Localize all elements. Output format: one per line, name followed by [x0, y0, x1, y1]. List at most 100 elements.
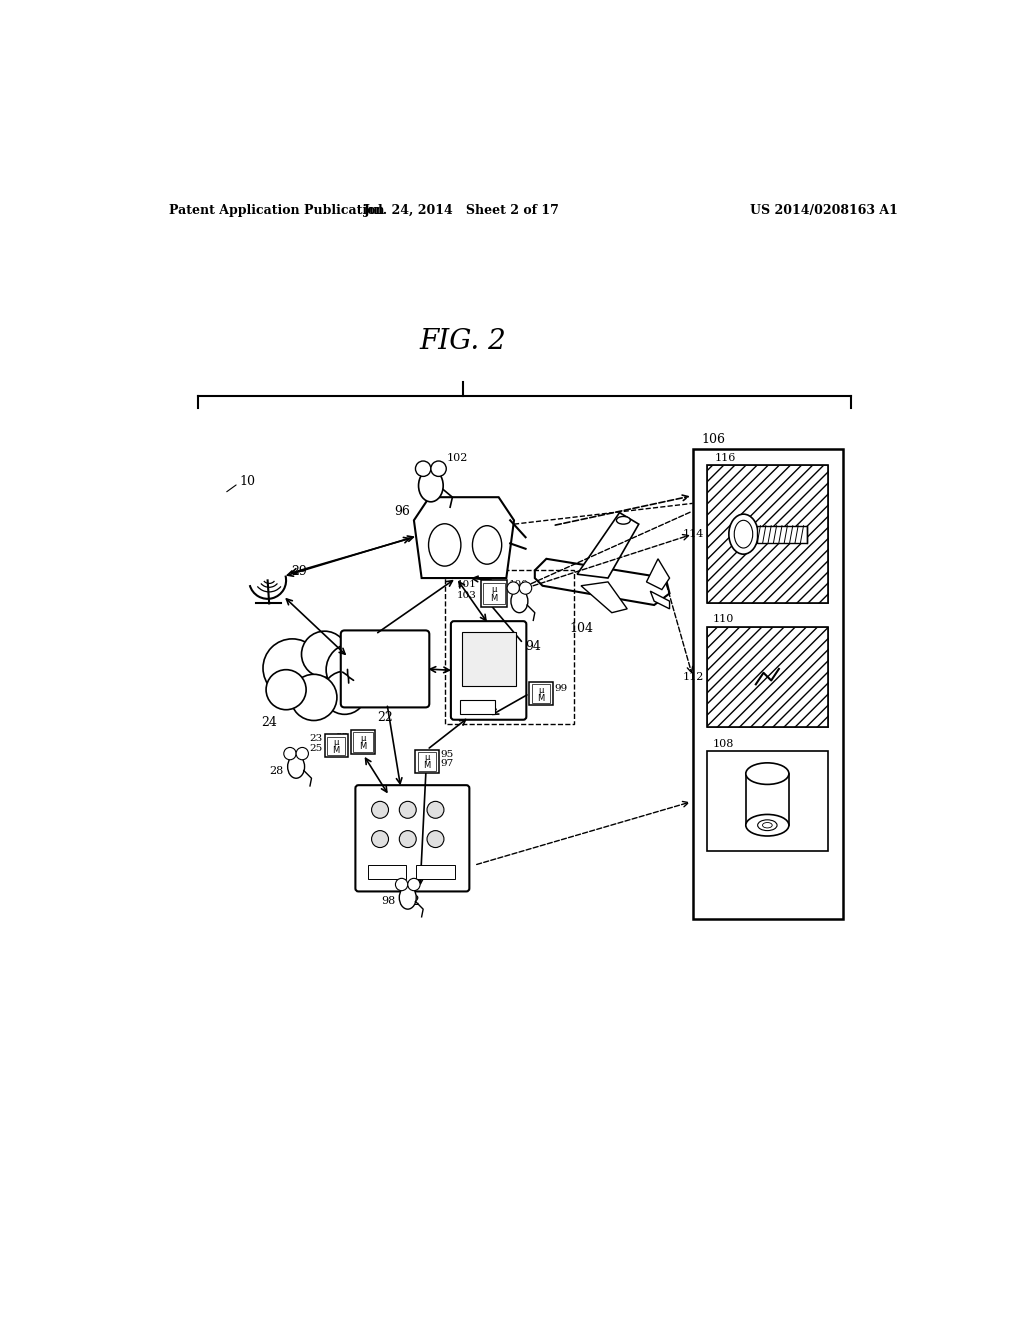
Ellipse shape [616, 516, 631, 524]
Ellipse shape [429, 524, 461, 566]
Polygon shape [535, 558, 670, 605]
Text: 103: 103 [457, 591, 476, 601]
Bar [325, 734, 348, 758]
Text: FIG. 2: FIG. 2 [420, 329, 507, 355]
Text: 112: 112 [683, 672, 705, 681]
Circle shape [427, 830, 444, 847]
Circle shape [519, 582, 531, 594]
Circle shape [399, 830, 416, 847]
Text: M: M [538, 694, 545, 702]
Text: 106: 106 [701, 433, 726, 446]
Circle shape [372, 830, 388, 847]
Ellipse shape [399, 886, 416, 909]
Ellipse shape [511, 590, 528, 612]
Text: 96: 96 [394, 506, 410, 517]
Text: 23: 23 [309, 734, 323, 743]
Text: M: M [333, 746, 340, 755]
Circle shape [301, 631, 348, 677]
Text: μ: μ [424, 754, 430, 763]
Text: 92: 92 [404, 895, 420, 908]
Bar [418, 752, 436, 771]
Text: 94: 94 [525, 640, 542, 652]
Bar [529, 682, 553, 705]
Ellipse shape [729, 515, 758, 554]
FancyBboxPatch shape [341, 631, 429, 708]
Text: 28: 28 [269, 766, 284, 776]
Ellipse shape [734, 520, 753, 548]
Bar [416, 866, 455, 879]
Bar [745, 774, 788, 825]
Polygon shape [650, 591, 670, 609]
Text: μ: μ [492, 585, 497, 594]
Bar [460, 700, 495, 714]
Text: 108: 108 [713, 739, 734, 748]
Text: 10: 10 [240, 475, 256, 488]
Circle shape [291, 675, 337, 721]
Text: Patent Application Publication: Patent Application Publication [169, 205, 385, 218]
Ellipse shape [745, 763, 788, 784]
Bar [707, 627, 828, 726]
Ellipse shape [763, 822, 772, 828]
Circle shape [399, 801, 416, 818]
Circle shape [263, 639, 322, 697]
Text: 29: 29 [291, 565, 306, 578]
Text: 102: 102 [446, 453, 468, 462]
Circle shape [416, 461, 431, 477]
Circle shape [427, 801, 444, 818]
Bar [707, 465, 828, 603]
Bar [707, 465, 828, 603]
Bar [353, 733, 373, 752]
Text: 93: 93 [335, 733, 348, 742]
Circle shape [266, 669, 306, 710]
Circle shape [395, 878, 408, 891]
Circle shape [323, 671, 367, 714]
Bar [531, 684, 550, 702]
Text: 116: 116 [714, 453, 735, 462]
Bar [483, 582, 505, 605]
Bar [416, 750, 438, 774]
Text: 114: 114 [683, 529, 705, 539]
Bar [462, 632, 515, 686]
Bar [351, 730, 376, 755]
Bar [707, 751, 828, 851]
Text: 104: 104 [569, 622, 593, 635]
Text: μ: μ [360, 734, 366, 743]
Circle shape [431, 461, 446, 477]
Ellipse shape [419, 470, 443, 502]
Text: 24: 24 [261, 715, 278, 729]
Polygon shape [581, 582, 628, 612]
Circle shape [372, 801, 388, 818]
Text: 22: 22 [377, 711, 392, 725]
Circle shape [408, 878, 420, 891]
Text: 97: 97 [440, 759, 454, 768]
Text: 110: 110 [713, 614, 734, 624]
Ellipse shape [288, 755, 304, 779]
Bar [327, 737, 345, 755]
FancyBboxPatch shape [355, 785, 469, 891]
Text: 100: 100 [509, 581, 528, 589]
Bar [368, 866, 407, 879]
Text: 25: 25 [309, 743, 323, 752]
Text: μ: μ [334, 738, 339, 747]
Text: M: M [359, 742, 367, 751]
Text: 99: 99 [554, 684, 567, 693]
Polygon shape [646, 558, 670, 590]
Ellipse shape [758, 820, 777, 830]
Bar [481, 581, 507, 607]
Text: M: M [423, 762, 431, 771]
Text: 101: 101 [457, 581, 476, 589]
Circle shape [326, 644, 379, 696]
Circle shape [296, 747, 308, 760]
Bar [692, 449, 843, 919]
Circle shape [284, 747, 296, 760]
Text: 95: 95 [440, 750, 454, 759]
Ellipse shape [472, 525, 502, 564]
Text: 98: 98 [381, 896, 395, 907]
Text: M: M [490, 594, 498, 603]
Text: μ: μ [539, 685, 544, 694]
Bar [444, 570, 574, 725]
Bar [707, 627, 828, 726]
FancyBboxPatch shape [451, 622, 526, 719]
Circle shape [507, 582, 519, 594]
Ellipse shape [745, 814, 788, 836]
